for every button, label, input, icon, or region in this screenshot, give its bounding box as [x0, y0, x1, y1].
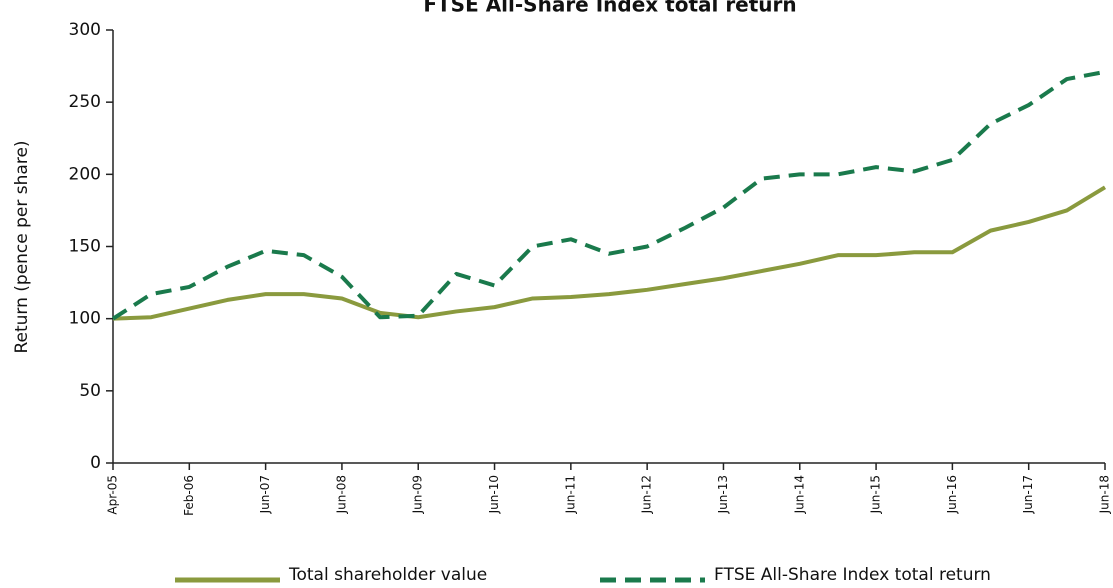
- y-tick-label: 250: [69, 92, 101, 112]
- x-tick-label: Jun-15: [869, 475, 883, 514]
- y-tick-label: 50: [79, 381, 101, 401]
- x-tick-label: Jun-07: [258, 475, 272, 514]
- x-tick-label: Feb-06: [182, 475, 196, 516]
- x-tick-label: Jun-14: [792, 475, 806, 514]
- y-tick-label: 200: [69, 164, 101, 184]
- x-tick-label: Jun-11: [563, 475, 577, 514]
- legend-label: FTSE All-Share Index total return: [714, 565, 991, 585]
- x-tick-label: Jun-13: [716, 475, 730, 514]
- y-tick-label: 100: [69, 309, 101, 329]
- x-tick-label: Jun-08: [334, 475, 348, 514]
- legend-label: Total shareholder value: [288, 565, 487, 585]
- y-axis-label: Return (pence per share): [12, 140, 32, 353]
- y-tick-label: 300: [69, 20, 101, 40]
- y-tick-label: 150: [69, 237, 101, 257]
- chart-title: FTSE All-Share Index total return: [423, 0, 796, 17]
- x-tick-label: Jun-18: [1098, 475, 1112, 514]
- series-line: [112, 185, 1107, 321]
- x-tick-label: Jun-10: [487, 475, 501, 514]
- x-tick-label: Jun-17: [1021, 475, 1035, 514]
- y-tick-label: 0: [90, 453, 101, 473]
- x-tick-label: Jun-12: [640, 475, 654, 514]
- series-line: [111, 69, 1106, 321]
- x-tick-label: Jun-16: [945, 475, 959, 514]
- x-tick-label: Jun-09: [411, 475, 425, 514]
- x-tick-label: Apr-05: [106, 475, 120, 515]
